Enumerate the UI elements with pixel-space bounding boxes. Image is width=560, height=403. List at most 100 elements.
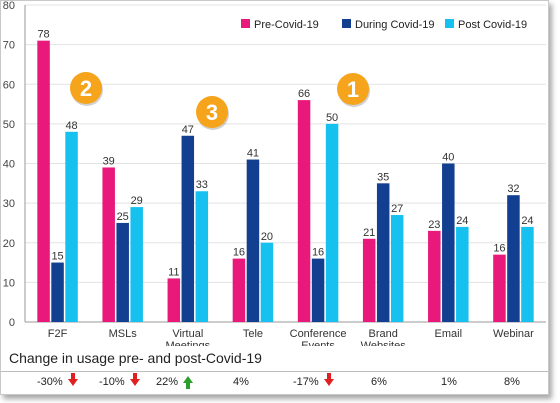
change-item: -10% [99,373,140,388]
bar-pre-covid-19-brand-websites [362,238,376,322]
arrow-up-icon [183,376,194,389]
bar-post-covid-19-conference-events [325,123,339,322]
y-tick-label: 70 [3,40,15,52]
y-tick-label: 40 [3,159,15,171]
change-value: 1% [441,376,457,388]
bar-pre-covid-19-f2f [37,40,50,322]
legend-label: Post Covid-19 [458,19,527,31]
bar-pre-covid-19-email [428,230,441,322]
arrow-down-icon [67,373,78,386]
data-label: 39 [103,155,115,167]
arrow-down-icon [323,373,334,386]
change-value: 22% [156,376,179,388]
bar-during-covid-19-virtual-meetings [181,135,195,322]
chart-frame: 0 10 20 30 40 50 60 70 80 78 15 48 F2F 39 25 29 MSLs 11 47… [0,0,549,395]
change-item: -30% [37,373,78,388]
change-item: 6% [371,376,387,388]
data-label: 66 [298,88,310,100]
data-label: 41 [247,148,259,160]
badge-circle [337,73,369,105]
data-label: 16 [493,243,505,255]
change-value: -30% [37,376,63,388]
data-label: 11 [168,266,179,278]
bar-pre-covid-19-msls [102,167,115,322]
data-label: 15 [51,251,63,263]
change-value: 6% [371,376,387,388]
change-value: -17% [293,376,319,388]
bar-during-covid-19-brand-websites [376,183,390,322]
y-tick-label: 0 [9,317,15,329]
bar-post-covid-19-f2f [65,131,78,322]
bar-during-covid-19-f2f [51,262,64,322]
change-value: -10% [99,376,125,388]
bar-during-covid-19-msls [116,222,129,322]
data-label: 48 [65,120,77,132]
legend: Pre-Covid-19 During Covid-19 Post Covid-19 [241,19,527,31]
badge-circle [70,72,102,104]
legend-swatch [342,19,351,28]
x-tick-label: Brand [369,328,398,340]
data-label: 21 [363,227,375,239]
data-label: 33 [196,179,208,191]
annotation-badge-2: 2 [70,72,103,106]
data-label: 47 [182,124,194,136]
bar-pre-covid-19-virtual-meetings [167,278,181,322]
y-tick-label: 80 [3,1,15,12]
bar-post-covid-19-msls [130,207,143,322]
bar-post-covid-19-brand-websites [390,215,404,322]
bar-pre-covid-19-tele [232,258,246,322]
data-label: 27 [391,203,403,215]
arrow-down-icon [129,373,140,386]
change-item: 4% [233,376,249,388]
bar-pre-covid-19-conference-events [297,100,311,322]
legend-label: Pre-Covid-19 [254,19,319,31]
data-label: 29 [131,195,143,207]
y-tick-label: 60 [3,79,15,91]
data-label: 24 [521,215,533,227]
change-value: 4% [233,376,249,388]
legend-swatch [445,19,454,28]
change-value: 8% [504,376,520,388]
bar-during-covid-19-conference-events [311,258,325,322]
change-item: -17% [293,373,334,388]
badge-number: 1 [347,77,359,102]
x-tick-label: Events [301,340,335,346]
change-item: 8% [504,376,520,388]
data-label: 25 [117,211,129,223]
legend-swatch [241,19,250,28]
y-tick-label: 30 [3,198,15,210]
y-tick-label: 20 [3,238,15,250]
annotation-badge-3: 3 [196,96,229,130]
data-label: 35 [377,171,389,183]
x-tick-label: F2F [48,328,68,340]
badge-number: 3 [206,100,218,125]
data-label: 23 [428,219,440,231]
data-label: 78 [37,29,49,41]
data-label: 32 [507,183,519,195]
data-label: 16 [312,247,324,259]
bar-post-covid-19-email [456,226,469,322]
x-tick-label: Meetings [165,340,210,346]
data-label: 40 [442,152,454,164]
change-item: 22% [156,376,194,389]
data-label: 50 [326,112,338,124]
bar-during-covid-19-tele [246,159,260,322]
x-tick-label: Virtual [172,328,203,340]
data-label: 20 [261,231,273,243]
data-label: 16 [233,247,245,259]
bar-during-covid-19-webinar [507,195,520,322]
badge-number: 2 [80,76,92,101]
change-row: -30% -10% 22% 4% -17% 6% 1% 8% [1,371,548,394]
x-tick-label: Email [435,328,463,340]
y-tick-label: 10 [3,277,15,289]
bar-during-covid-19-email [442,163,455,322]
x-tick-label: Conference [290,328,347,340]
bar-pre-covid-19-webinar [493,254,506,322]
bar-post-covid-19-webinar [521,226,534,322]
y-tick-label: 50 [3,119,15,131]
x-tick-label: Websites [361,340,407,346]
data-label: 24 [456,215,468,227]
bar-post-covid-19-virtual-meetings [195,191,209,322]
footer-title: Change in usage pre- and post-Covid-19 [9,350,262,366]
